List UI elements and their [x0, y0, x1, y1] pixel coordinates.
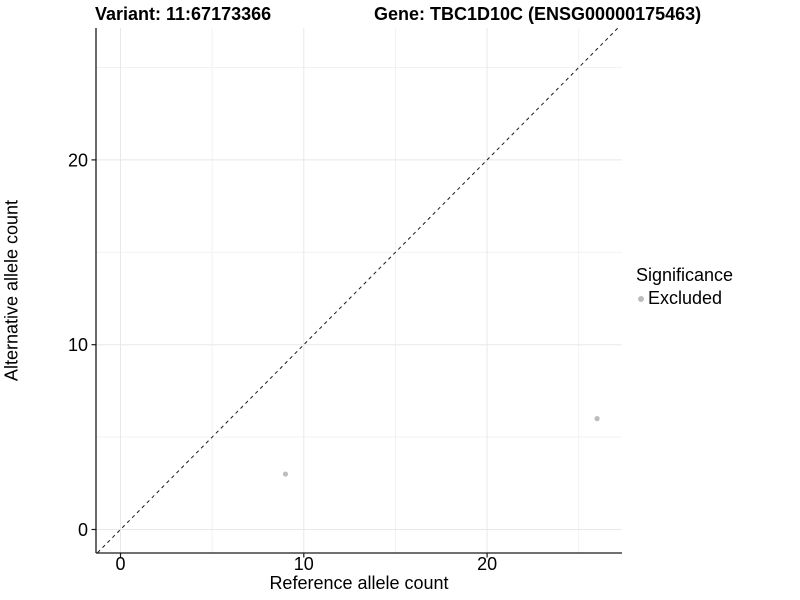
data-point [594, 416, 600, 422]
y-axis-title: Alternative allele count [1, 199, 22, 382]
legend-point-icon [638, 295, 644, 302]
legend-item-excluded: Excluded [636, 288, 798, 309]
x-tick-label: 20 [477, 554, 497, 574]
x-axis-title: Reference allele count [269, 573, 449, 593]
legend: Significance Excluded [636, 264, 798, 309]
plot-title-variant: Variant: 11:67173366 [95, 4, 272, 24]
x-tick-label: 10 [294, 554, 314, 574]
data-point [282, 471, 289, 477]
legend-title: Significance [636, 265, 734, 285]
identity-line [97, 27, 619, 553]
y-tick-label: 10 [68, 335, 88, 355]
plot-title-gene: Gene: TBC1D10C (ENSG00000175463) [374, 4, 702, 24]
y-tick-label: 0 [78, 520, 88, 540]
y-tick-label: 20 [68, 150, 88, 170]
x-tick-label: 0 [115, 554, 125, 574]
legend-item-label: Excluded [648, 288, 723, 308]
